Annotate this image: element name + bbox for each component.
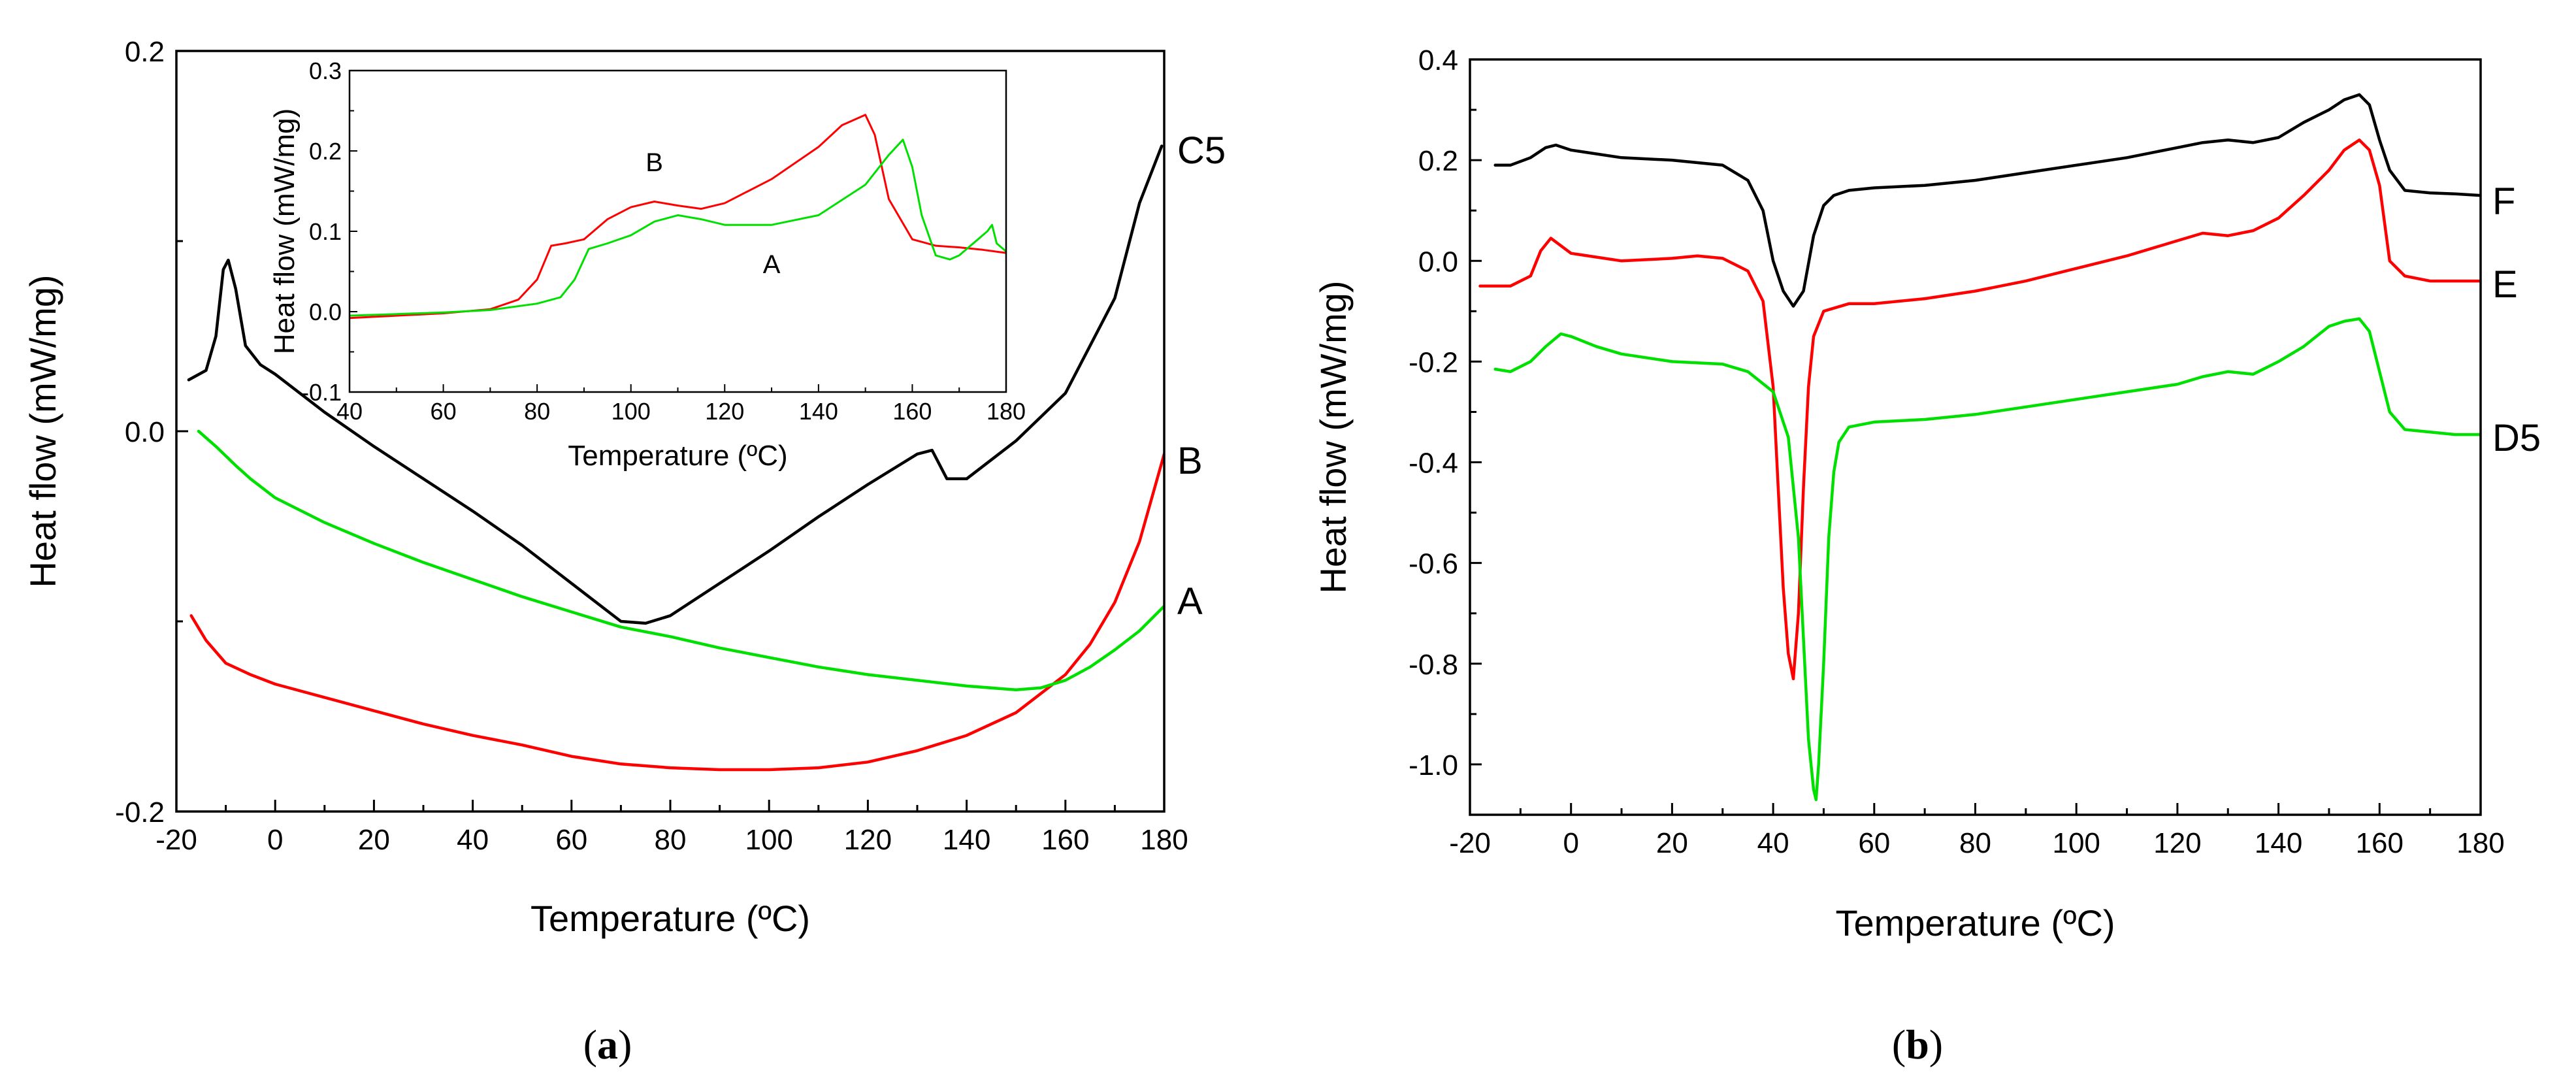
panel-a-inset-y-tick-label: 0.0 <box>309 299 342 325</box>
panel-a-inset-y-tick-label: -0.1 <box>301 379 342 406</box>
panel-b-series-label-d5: D5 <box>2492 417 2541 459</box>
panel-a-inset-x-tick-label: 80 <box>524 398 550 425</box>
panel-b-frame <box>1469 58 2482 816</box>
panel-b-x-tick-label: 20 <box>1656 827 1688 859</box>
panel-a-inset-x-tick-label: 120 <box>705 398 744 425</box>
panel-a-y-tick-label: -0.2 <box>115 796 165 828</box>
panel-a-inset-plot: 40 60 80 100 120 140 160 180 -0.1 0.0 0.1 0.2 0.3 Tem… <box>269 57 1026 472</box>
panel-a-x-tick-label: 40 <box>457 824 489 856</box>
panel-a-inset-series-a-line <box>350 139 1006 317</box>
panel-a-inset-x-tick-label: 160 <box>892 398 932 425</box>
panel-b-series-label-e: E <box>2492 263 2518 306</box>
panel-a-x-tick-label: 60 <box>555 824 587 856</box>
panel-a-inset-x-tick-label: 140 <box>799 398 838 425</box>
panel-b-y-tick-label: -0.8 <box>1409 649 1458 681</box>
panel-b-x-tick-label: 140 <box>2255 827 2302 859</box>
panel-b-series-d5-line <box>1493 317 2481 802</box>
panel-a-x-tick-label: 160 <box>1041 824 1089 856</box>
panel-b-caption: (b) <box>1892 1021 1943 1068</box>
panel-b-x-axis-title: Temperature (ºC) <box>1835 902 2115 943</box>
panel-a-x-axis-title: Temperature (ºC) <box>530 898 810 939</box>
panel-a-inset-annotation-a: A <box>763 250 781 279</box>
panel-b-y-tick-label: 0.0 <box>1418 246 1458 278</box>
panel-a-y-tick-label: 0.2 <box>125 36 165 68</box>
panel-a-series-group <box>187 144 1164 772</box>
panel-b-y-tick-label: -0.2 <box>1409 346 1458 378</box>
panel-a-caption: (a) <box>583 1021 632 1068</box>
panel-a-inset-y-tick-label: 0.1 <box>309 218 342 245</box>
panel-a-inset-series-group <box>350 114 1006 320</box>
panel-b-x-tick-label: 160 <box>2356 827 2404 859</box>
panel-b-x-tick-label: 100 <box>2052 827 2100 859</box>
panel-a-y-tick-label: 0.0 <box>125 416 165 448</box>
panel-a-series-label-c5: C5 <box>1177 129 1226 172</box>
panel-a-x-tick-label: 100 <box>745 824 792 856</box>
panel-b-x-tick-label: 0 <box>1563 827 1578 859</box>
panel-a-series-label-a: A <box>1177 580 1203 623</box>
panel-a-x-tick-label: -20 <box>155 824 197 856</box>
panel-a-y-axis-title: Heat flow (mW/mg) <box>22 274 63 587</box>
panel-b-y-tick-label: -0.4 <box>1409 448 1458 480</box>
panel-b-x-tick-label: 60 <box>1858 827 1890 859</box>
panel-b-series-f-line <box>1493 93 2481 308</box>
panel-a-x-tick-label: 0 <box>267 824 283 856</box>
panel-b-series-label-f: F <box>2492 180 2515 223</box>
panel-a-caption-letter: a <box>597 1021 618 1068</box>
panel-b-caption-close: ) <box>1929 1021 1943 1068</box>
panel-b-series-group <box>1478 93 2481 802</box>
panel-a-series-a-line <box>197 429 1164 692</box>
panel-a-inset-x-tick-label: 60 <box>431 398 457 425</box>
panel-b-x-tick-label: -20 <box>1449 827 1491 859</box>
panel-b-y-tick-label: 0.2 <box>1418 145 1458 177</box>
panel-b-x-tick-label: 180 <box>2456 827 2504 859</box>
panel-b-caption-letter: b <box>1906 1021 1929 1068</box>
panel-a-inset-annotation-b: B <box>645 148 663 177</box>
panel-a-series-c5-line <box>187 144 1164 625</box>
panel-a-x-tick-label: 180 <box>1140 824 1188 856</box>
panel-a-series-b-line <box>189 452 1164 772</box>
panel-a-caption-open: ( <box>583 1021 597 1068</box>
panel-b-x-tick-label: 120 <box>2153 827 2201 859</box>
panel-a-inset-y-tick-label: 0.3 <box>309 57 342 84</box>
panel-b-y-tick-label: -1.0 <box>1409 749 1458 781</box>
panel-a-inset-y-tick-label: 0.2 <box>309 138 342 165</box>
panel-b-x-tick-label: 80 <box>1959 827 1991 859</box>
panel-b-caption-open: ( <box>1892 1021 1906 1068</box>
panel-a-inset-x-axis-title: Temperature (ºC) <box>568 440 787 472</box>
panel-a-plot: -20 0 20 40 60 80 100 120 140 160 180 -0.2 0.0 0.2 Tem… <box>22 36 1226 939</box>
panel-a-series-label-b: B <box>1177 440 1203 482</box>
panel-b-y-axis-title: Heat flow (mW/mg) <box>1312 280 1354 593</box>
panel-a-x-tick-label: 80 <box>655 824 687 856</box>
panel-a-x-tick-label: 20 <box>358 824 390 856</box>
panel-b-y-tick-label: -0.6 <box>1409 548 1458 580</box>
panel-a-inset-series-b-line <box>350 114 1006 320</box>
panel-b-plot: -20 0 20 40 60 80 100 120 140 160 180 -1.0 -0.8 -0.6 -… <box>1312 44 2541 943</box>
panel-a-inset-x-tick-label: 40 <box>336 398 363 425</box>
panel-a-inset-y-axis-title: Heat flow (mW/mg) <box>269 108 301 354</box>
panel-a-x-tick-label: 120 <box>844 824 892 856</box>
panel-a-x-tick-label: 140 <box>943 824 990 856</box>
panel-a-inset-background <box>350 71 1006 392</box>
panel-a-caption-close: ) <box>618 1021 632 1068</box>
panel-b-series-e-line <box>1478 139 2481 681</box>
panel-b-y-tick-label: 0.4 <box>1418 44 1458 76</box>
panel-b-x-tick-label: 40 <box>1757 827 1789 859</box>
panel-a-inset-x-tick-label: 100 <box>611 398 651 425</box>
panel-a-inset-x-tick-label: 180 <box>986 398 1026 425</box>
